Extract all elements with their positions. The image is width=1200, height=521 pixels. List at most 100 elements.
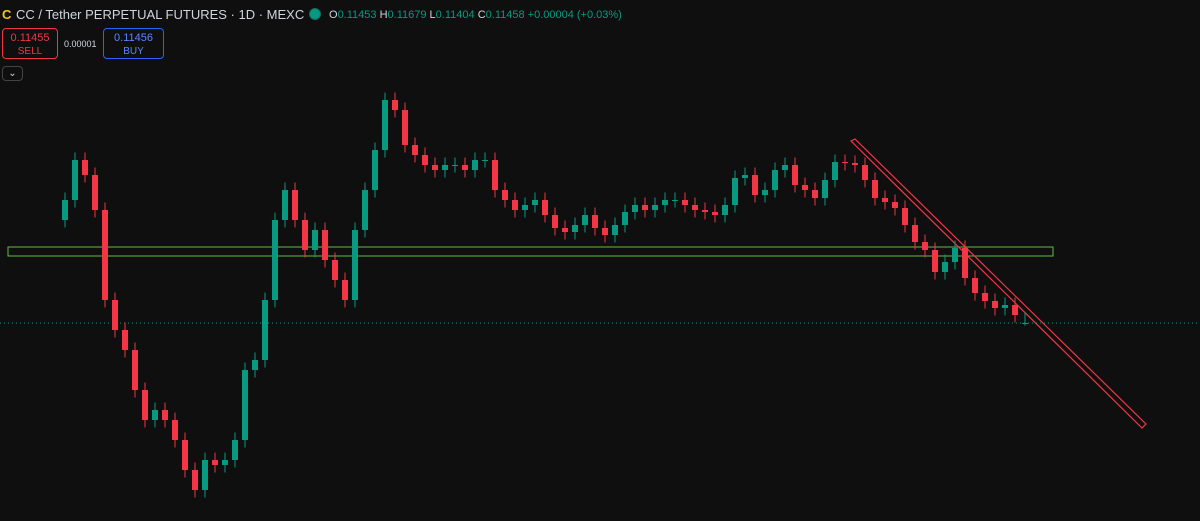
candle-body [622, 212, 628, 225]
candle-body [332, 260, 338, 280]
candle-body [842, 162, 848, 163]
candle-body [562, 228, 568, 232]
candle-body [202, 460, 208, 490]
candle-body [542, 200, 548, 215]
candle-body [232, 440, 238, 460]
candle-body [512, 200, 518, 210]
candle-body [412, 145, 418, 155]
candle-body [302, 220, 308, 250]
candle-body [532, 200, 538, 205]
candle-body [432, 165, 438, 170]
candle-body [642, 205, 648, 210]
candle-body [272, 220, 278, 300]
candle-body [62, 200, 68, 220]
candle-body [772, 170, 778, 190]
ohlc-label: O [329, 9, 338, 21]
ohlc-value: 0.11679 [387, 9, 427, 21]
candle-body [612, 225, 618, 235]
candle-body [662, 200, 668, 205]
change: +0.00004 (+0.03%) [527, 9, 622, 21]
candle-body [212, 460, 218, 465]
ohlc: O0.11453 H0.11679 L0.11404 C0.11458 +0.0… [329, 9, 622, 21]
candle-body [862, 165, 868, 180]
candle-body [592, 215, 598, 228]
candle-body [342, 280, 348, 300]
candle-body [552, 215, 558, 228]
ohlc-value: 0.11404 [435, 9, 475, 21]
candle-body [1022, 323, 1028, 324]
candle-body [712, 212, 718, 215]
candle-body [742, 175, 748, 178]
candle-body [192, 470, 198, 490]
candle-body [1012, 305, 1018, 315]
candle-body [172, 420, 178, 440]
buy-button[interactable]: 0.11456 BUY [103, 28, 164, 59]
sell-label: SELL [17, 46, 43, 57]
status-dot [309, 8, 321, 20]
candle-body [282, 190, 288, 220]
candle-body [362, 190, 368, 230]
candle-body [912, 225, 918, 242]
sell-price: 0.11455 [10, 32, 50, 44]
candle-body [872, 180, 878, 198]
candle-body [572, 225, 578, 232]
candle-body [222, 460, 228, 465]
candle-body [982, 293, 988, 301]
candle-body [822, 180, 828, 198]
candle-body [952, 248, 958, 262]
candle-body [522, 205, 528, 210]
candle-body [682, 200, 688, 205]
candle-body [652, 205, 658, 210]
candle-body [442, 165, 448, 170]
candle-body [852, 163, 858, 165]
ohlc-value: 0.11453 [337, 9, 377, 21]
buy-label: BUY [123, 46, 144, 57]
candle-body [292, 190, 298, 220]
candle-body [892, 202, 898, 208]
candle-body [762, 190, 768, 195]
candle-body [752, 175, 758, 195]
candle-body [922, 242, 928, 250]
candle-body [902, 208, 908, 225]
candle-body [672, 200, 678, 201]
candle-body [812, 190, 818, 198]
candle-body [102, 210, 108, 300]
candle-body [472, 160, 478, 170]
ohlc-label: H [379, 9, 388, 21]
candle-body [832, 162, 838, 180]
candle-body [972, 278, 978, 293]
candle-body [352, 230, 358, 300]
candle-body [162, 410, 168, 420]
candle-body [252, 360, 258, 370]
candle-body [312, 230, 318, 250]
ohlc-label: L [429, 9, 436, 21]
candle-body [882, 198, 888, 202]
collapse-button[interactable]: ⌄ [2, 66, 23, 81]
candle-body [962, 248, 968, 278]
symbol-icon: C [2, 7, 12, 22]
candle-body [802, 185, 808, 190]
candle-body [692, 205, 698, 210]
candle-body [382, 100, 388, 150]
symbol-title[interactable]: CC / Tether PERPETUAL FUTURES · 1D · MEX… [16, 7, 305, 22]
candle-body [992, 301, 998, 308]
trend-channel [849, 138, 1147, 429]
candle-body [422, 155, 428, 165]
candle-body [82, 160, 88, 175]
candle-body [262, 300, 268, 360]
candle-body [112, 300, 118, 330]
candle-body [452, 165, 458, 166]
candle-body [152, 410, 158, 420]
ohlc-value: 0.11458 [485, 9, 525, 21]
candle-body [932, 250, 938, 272]
candle-body [482, 160, 488, 161]
buy-price: 0.11456 [114, 32, 153, 44]
candle-body [402, 110, 408, 145]
candle-body [502, 190, 508, 200]
spread: 0.00001 [64, 39, 97, 49]
sell-button[interactable]: 0.11455 SELL [2, 28, 58, 59]
support-zone [7, 246, 1054, 257]
